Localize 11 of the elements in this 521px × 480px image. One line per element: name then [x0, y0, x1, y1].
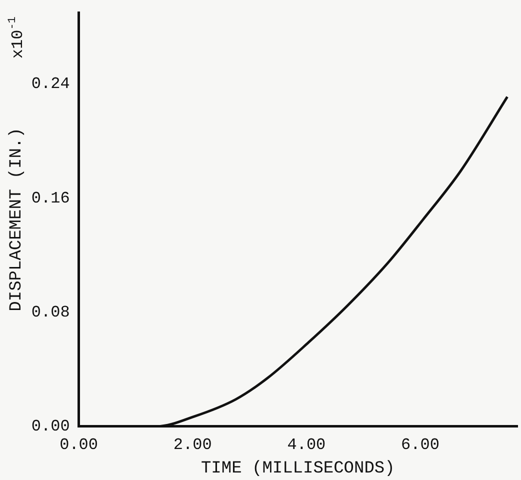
x-tick-label: 0.00: [60, 436, 98, 454]
y-tick-label: 0.16: [31, 189, 70, 208]
y-tick-label: 0.24: [31, 75, 70, 94]
text: x10-1: [6, 16, 28, 59]
x-tick-label: 2.00: [173, 436, 212, 454]
x-tick-label: 6.00: [401, 436, 440, 454]
y-axis-title: DISPLACEMENT (IN.): [8, 128, 27, 312]
x-tick-label: 4.00: [287, 436, 326, 454]
y-tick-label: 0.00: [31, 418, 70, 436]
y-tick-label: 0.08: [31, 303, 70, 322]
x-axis-title: TIME (MILLISECONDS): [200, 459, 395, 478]
